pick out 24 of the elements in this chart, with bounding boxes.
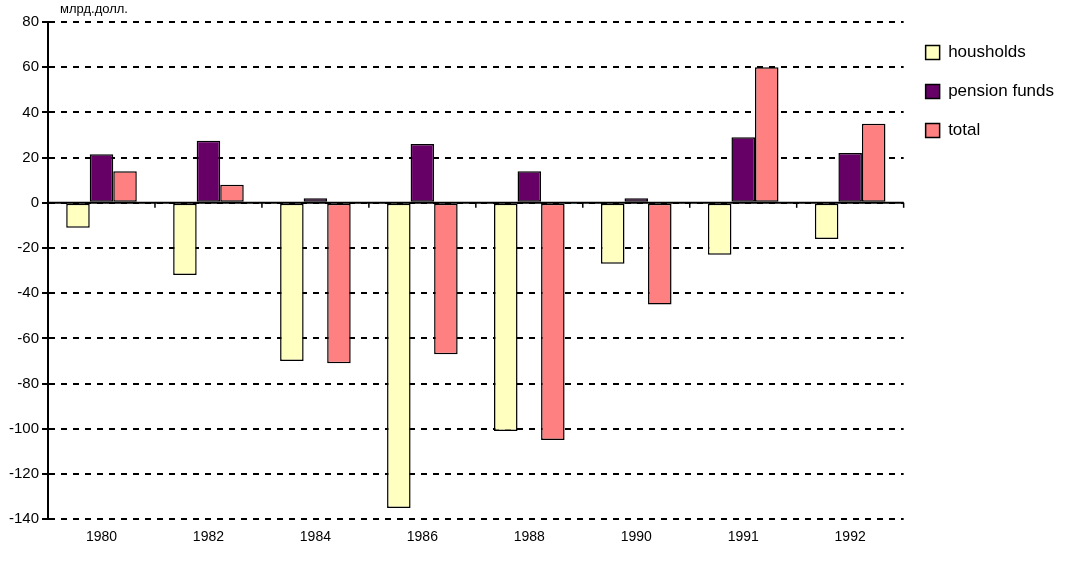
x-tick-label: 1992 [834, 528, 866, 545]
legend-label: pension funds [948, 81, 1055, 101]
y-tick-label: -60 [17, 328, 40, 346]
y-tick-label: -80 [17, 373, 40, 391]
y-axis-title: млрд.долл. [60, 1, 128, 17]
y-tick-label: 20 [22, 147, 40, 165]
y-tick-label: 0 [30, 192, 40, 210]
y-tick-label: -120 [8, 464, 40, 482]
y-tick-label: -40 [17, 283, 40, 301]
x-tick-label: 1986 [406, 528, 439, 545]
x-tick-label: 1990 [620, 528, 653, 545]
x-tick-label: 1980 [85, 528, 118, 545]
x-tick-label: 1988 [513, 528, 546, 545]
y-tick-label: 80 [22, 12, 40, 30]
y-tick-label: -140 [8, 509, 40, 527]
x-tick-label: 1991 [727, 528, 759, 545]
y-tick-label: -100 [8, 418, 40, 436]
y-tick-label: 40 [22, 102, 40, 120]
y-tick-label: -20 [17, 238, 40, 256]
x-tick-label: 1984 [299, 528, 332, 545]
x-tick-label: 1982 [192, 528, 225, 545]
legend-label: total [948, 120, 981, 140]
legend-label: housholds [948, 42, 1026, 62]
y-tick-label: 60 [22, 57, 40, 75]
